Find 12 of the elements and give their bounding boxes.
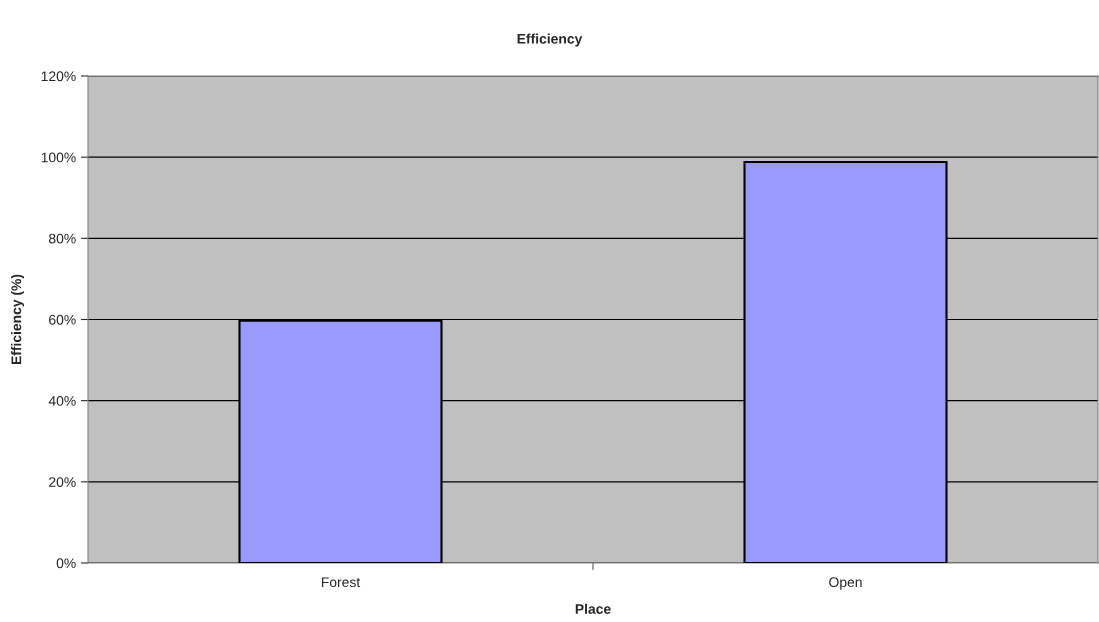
y-tick-label: 120% [41, 71, 76, 82]
y-tick-label: 20% [49, 477, 76, 487]
x-axis-title: Place [575, 603, 611, 614]
x-tick-label: Open [829, 577, 862, 590]
y-tick-label: 0% [56, 558, 76, 569]
y-tick-label: 40% [48, 396, 76, 406]
x-tick-label: Forest [321, 577, 361, 588]
y-tick-label: 60% [49, 314, 76, 325]
y-axis-title: Efficiency (%) [11, 274, 25, 365]
y-tick-label: 80% [49, 233, 76, 244]
y-tick-label: 100% [41, 152, 76, 163]
chart-title: Efficiency [517, 33, 583, 47]
